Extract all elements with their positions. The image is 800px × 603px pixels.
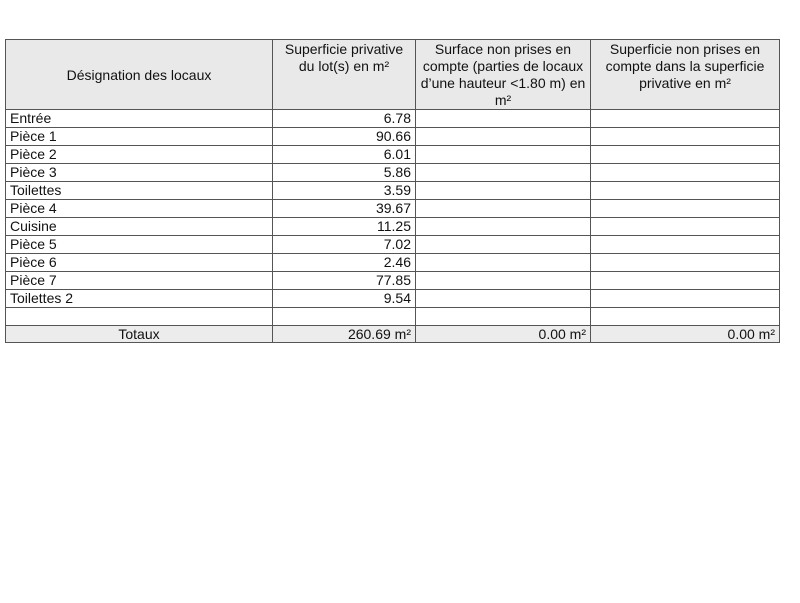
room-area: 6.01 xyxy=(272,145,416,164)
table-row: Toilettes 3.59 xyxy=(5,181,780,200)
room-low-height-area xyxy=(415,109,591,128)
room-name xyxy=(5,307,273,326)
header-excluded-area: Superficie non prises en compte dans la … xyxy=(590,39,780,110)
table-row: Pièce 4 39.67 xyxy=(5,199,780,218)
room-excluded-area xyxy=(590,109,780,128)
room-low-height-area xyxy=(415,271,591,290)
room-excluded-area xyxy=(590,199,780,218)
room-name: Pièce 4 xyxy=(5,199,273,218)
table-row: Pièce 7 77.85 xyxy=(5,271,780,290)
room-area xyxy=(272,307,416,326)
room-name: Entrée xyxy=(5,109,273,128)
room-area: 77.85 xyxy=(272,271,416,290)
room-excluded-area xyxy=(590,253,780,272)
room-low-height-area xyxy=(415,289,591,308)
table-row: Entrée 6.78 xyxy=(5,109,780,128)
room-area: 6.78 xyxy=(272,109,416,128)
room-name: Pièce 6 xyxy=(5,253,273,272)
table-row: Cuisine 11.25 xyxy=(5,217,780,236)
room-area: 90.66 xyxy=(272,127,416,146)
header-designation: Désignation des locaux xyxy=(5,39,273,110)
room-excluded-area xyxy=(590,271,780,290)
total-private-area: 260.69 m² xyxy=(272,325,416,343)
room-low-height-area xyxy=(415,307,591,326)
room-name: Pièce 5 xyxy=(5,235,273,254)
table-row: Toilettes 2 9.54 xyxy=(5,289,780,308)
room-excluded-area xyxy=(590,217,780,236)
room-excluded-area xyxy=(590,289,780,308)
table-row: Pièce 6 2.46 xyxy=(5,253,780,272)
header-private-area: Superficie privative du lot(s) en m² xyxy=(272,39,416,110)
room-name: Pièce 7 xyxy=(5,271,273,290)
room-name: Toilettes 2 xyxy=(5,289,273,308)
room-low-height-area xyxy=(415,145,591,164)
room-excluded-area xyxy=(590,235,780,254)
totals-row: Totaux 260.69 m² 0.00 m² 0.00 m² xyxy=(5,325,780,343)
surface-table: Désignation des locaux Superficie privat… xyxy=(5,39,780,343)
header-row: Désignation des locaux Superficie privat… xyxy=(5,39,780,110)
room-name: Pièce 2 xyxy=(5,145,273,164)
room-name: Cuisine xyxy=(5,217,273,236)
room-area: 7.02 xyxy=(272,235,416,254)
table-row: Pièce 3 5.86 xyxy=(5,163,780,182)
room-excluded-area xyxy=(590,307,780,326)
room-low-height-area xyxy=(415,127,591,146)
room-area: 9.54 xyxy=(272,289,416,308)
room-excluded-area xyxy=(590,145,780,164)
totals-label: Totaux xyxy=(5,325,273,343)
room-excluded-area xyxy=(590,163,780,182)
room-low-height-area xyxy=(415,163,591,182)
room-area: 39.67 xyxy=(272,199,416,218)
room-excluded-area xyxy=(590,181,780,200)
room-area: 2.46 xyxy=(272,253,416,272)
table-row: Pièce 5 7.02 xyxy=(5,235,780,254)
total-excluded-area: 0.00 m² xyxy=(590,325,780,343)
table-row: Pièce 1 90.66 xyxy=(5,127,780,146)
room-name: Toilettes xyxy=(5,181,273,200)
room-excluded-area xyxy=(590,127,780,146)
table-row: Pièce 2 6.01 xyxy=(5,145,780,164)
room-area: 11.25 xyxy=(272,217,416,236)
room-name: Pièce 3 xyxy=(5,163,273,182)
table-row xyxy=(5,307,780,326)
room-low-height-area xyxy=(415,217,591,236)
room-name: Pièce 1 xyxy=(5,127,273,146)
room-low-height-area xyxy=(415,199,591,218)
room-area: 3.59 xyxy=(272,181,416,200)
room-low-height-area xyxy=(415,181,591,200)
room-area: 5.86 xyxy=(272,163,416,182)
room-low-height-area xyxy=(415,235,591,254)
room-low-height-area xyxy=(415,253,591,272)
total-low-height-area: 0.00 m² xyxy=(415,325,591,343)
header-low-height-area: Surface non prises en compte (parties de… xyxy=(415,39,591,110)
